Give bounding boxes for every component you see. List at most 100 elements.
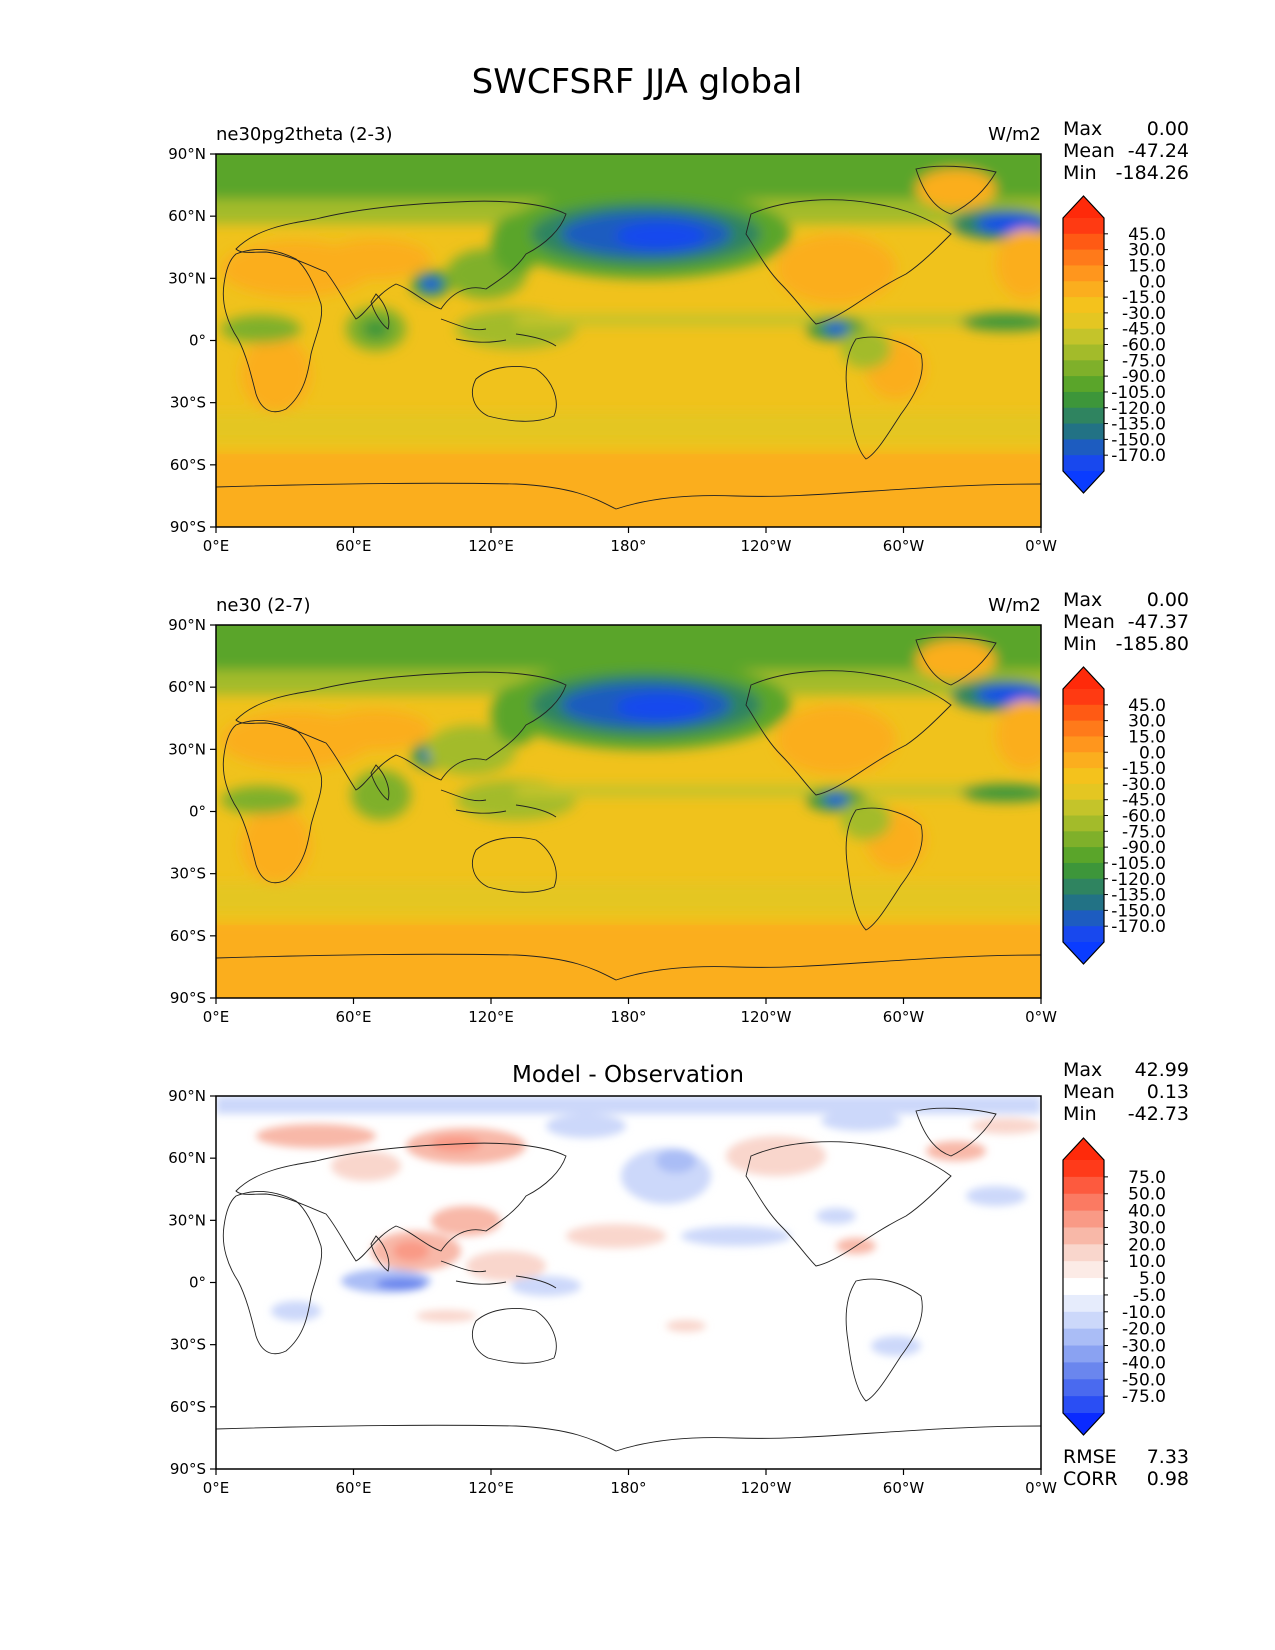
colorbar-segment — [1063, 736, 1104, 753]
colorbar-segment — [1063, 218, 1104, 235]
stat-max-label: Max — [1063, 589, 1102, 611]
panel-reference-stats: Max 0.00 Mean -47.37 Min -185.80 — [1063, 589, 1189, 655]
colorbar-level-label: -15.0 — [1122, 759, 1166, 779]
stat-rmse-label: RMSE — [1063, 1446, 1117, 1468]
panel-reference: ne30 (2-7) W/m2 Max 0.00 Mean -47.37 Min… — [168, 589, 1189, 1026]
colorbar-level-label: -105.0 — [1111, 383, 1166, 403]
y-tick-label: 0° — [189, 803, 206, 821]
colorbar-level-label: -45.0 — [1122, 320, 1166, 340]
colorbar-level-label: 20.0 — [1128, 1235, 1166, 1255]
colorbar-level-label: -15.0 — [1122, 288, 1166, 308]
y-tick-label: 90°N — [168, 1087, 206, 1105]
colorbar-level-label: 0.0 — [1139, 272, 1166, 292]
panel-difference: Model - Observation Max 42.99 Mean 0.13 … — [168, 1059, 1189, 1497]
colorbar-level-label: -30.0 — [1122, 775, 1166, 795]
stat-min-label: Min — [1063, 633, 1097, 655]
colorbar-segment — [1063, 1244, 1104, 1262]
colorbar-segment — [1063, 1379, 1104, 1397]
colorbar-level-label: -150.0 — [1111, 430, 1166, 450]
y-tick-label: 30°S — [170, 865, 206, 883]
colorbar-segment — [1063, 312, 1104, 330]
stat-rmse-value: 7.33 — [1147, 1446, 1189, 1468]
x-tick-label: 0°E — [203, 1479, 230, 1497]
colorbar-level-label: -5.0 — [1133, 1286, 1166, 1306]
colorbar-level-label: -75.0 — [1122, 1387, 1166, 1407]
colorbar-level-label: 30.0 — [1128, 241, 1166, 261]
colorbar-segment — [1063, 344, 1104, 361]
panel-reference-title: ne30 (2-7) — [216, 595, 311, 616]
colorbar-segment — [1063, 815, 1104, 832]
y-tick-label: 60°N — [168, 207, 206, 225]
colorbar-outline — [1062, 195, 1105, 494]
x-tick-label: 120°W — [741, 1479, 792, 1497]
colorbar-outline — [1062, 666, 1105, 965]
colorbar-level-label: 45.0 — [1128, 225, 1166, 245]
y-tick-label: 0° — [189, 1274, 206, 1292]
colorbar-level-label: -90.0 — [1122, 367, 1166, 387]
figure-title: SWCFSRF JJA global — [472, 62, 803, 102]
x-tick-label: 0°E — [203, 1008, 230, 1026]
colorbar-segment — [1063, 1345, 1104, 1363]
colorbar-segment — [1063, 799, 1104, 816]
colorbar-level-label: -135.0 — [1111, 415, 1166, 435]
colorbar-outline — [1062, 1137, 1105, 1436]
y-tick-label: 90°S — [170, 518, 206, 536]
colorbar-segment — [1063, 1261, 1104, 1279]
colorbar-segment — [1063, 360, 1104, 377]
stat-mean-label: Mean — [1063, 1081, 1115, 1103]
colorbar-segment — [1063, 768, 1104, 785]
panel-model-x-axis: 0°E 60°E 120°E 180° 120°W 60°W 0°W — [203, 527, 1057, 555]
colorbar-level-label: 0.0 — [1139, 743, 1166, 763]
colorbar-level-label: -30.0 — [1122, 1337, 1166, 1357]
x-tick-label: 120°E — [468, 1008, 514, 1026]
stat-max-value: 42.99 — [1135, 1059, 1189, 1081]
colorbar-segment — [1063, 894, 1104, 911]
panel-model-map — [216, 154, 1041, 527]
colorbar-segment — [1063, 391, 1104, 409]
colorbar-under-extension — [1063, 471, 1104, 493]
colorbar-segment — [1063, 910, 1104, 927]
stat-mean-value: -47.37 — [1128, 611, 1189, 633]
colorbar-segment — [1063, 704, 1104, 722]
colorbar-segment — [1063, 281, 1104, 298]
panel-difference-title: Model - Observation — [512, 1062, 744, 1088]
x-tick-label: 60°E — [335, 1479, 371, 1497]
colorbar-segment — [1063, 1328, 1104, 1347]
colorbar-segment — [1063, 439, 1104, 456]
y-tick-label: 60°N — [168, 678, 206, 696]
y-tick-label: 30°S — [170, 1336, 206, 1354]
panel-model-y-axis: 90°N 60°N 30°N 0° 30°S 60°S 90°S — [168, 145, 216, 536]
panel-difference-map — [216, 1096, 1041, 1469]
stat-max-label: Max — [1063, 118, 1102, 140]
panel-model-stats: Max 0.00 Mean -47.24 Min -184.26 — [1063, 118, 1189, 184]
colorbar-level-label: -20.0 — [1122, 1320, 1166, 1340]
colorbar-level-label: -40.0 — [1122, 1353, 1166, 1373]
colorbar-segment — [1063, 297, 1104, 314]
stat-corr-value: 0.98 — [1147, 1468, 1189, 1490]
colorbar-level-label: -75.0 — [1122, 351, 1166, 371]
colorbar-level-label: -120.0 — [1111, 399, 1166, 419]
panel-reference-colorbar: 45.030.015.00.0-15.0-30.0-45.0-60.0-75.0… — [1062, 666, 1166, 965]
panel-difference-x-axis: 0°E 60°E 120°E 180° 120°W 60°W 0°W — [203, 1469, 1057, 1497]
stat-min-label: Min — [1063, 1103, 1097, 1125]
stat-max-value: 0.00 — [1147, 589, 1189, 611]
panel-model-colorbar: 45.030.015.00.0-15.0-30.0-45.0-60.0-75.0… — [1062, 195, 1166, 494]
stat-min-label: Min — [1063, 162, 1097, 184]
stat-mean-label: Mean — [1063, 140, 1115, 162]
colorbar-segment — [1063, 249, 1104, 266]
colorbar-level-label: -170.0 — [1111, 917, 1166, 937]
colorbar-level-label: 10.0 — [1128, 1252, 1166, 1272]
colorbar-segment — [1063, 455, 1104, 472]
colorbar-segment — [1063, 233, 1104, 251]
panel-model: ne30pg2theta (2-3) W/m2 Max 0.00 Mean -4… — [168, 118, 1189, 555]
panel-reference-x-axis: 0°E 60°E 120°E 180° 120°W 60°W 0°W — [203, 998, 1057, 1026]
colorbar-level-label: -105.0 — [1111, 854, 1166, 874]
x-tick-label: 120°E — [468, 1479, 514, 1497]
x-tick-label: 60°W — [883, 537, 925, 555]
colorbar-segment — [1063, 878, 1104, 896]
panel-difference-y-axis: 90°N 60°N 30°N 0° 30°S 60°S 90°S — [168, 1087, 216, 1478]
stat-min-value: -185.80 — [1116, 633, 1189, 655]
colorbar-level-label: -60.0 — [1122, 807, 1166, 827]
panel-model-units: W/m2 — [988, 124, 1041, 145]
stat-mean-value: 0.13 — [1147, 1081, 1189, 1103]
